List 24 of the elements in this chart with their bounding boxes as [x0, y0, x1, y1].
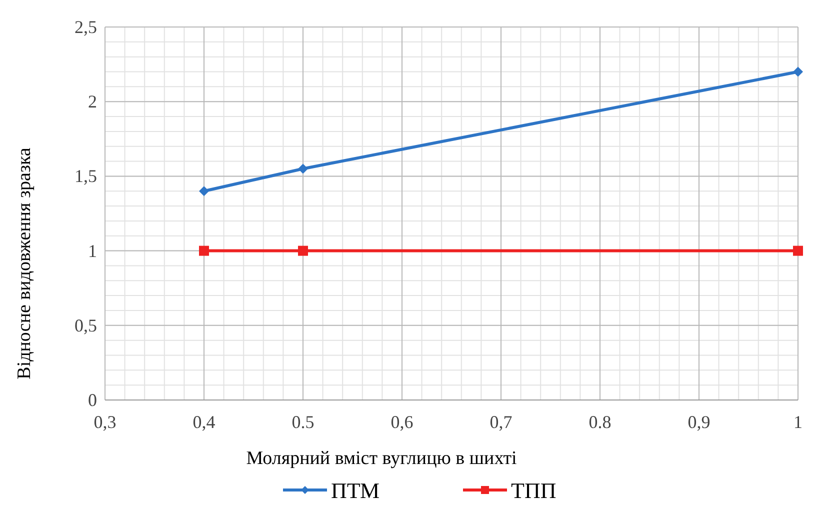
- point: [793, 66, 803, 77]
- x-tick-label: 0,7: [490, 412, 512, 432]
- y-tick-label: 0: [88, 390, 97, 410]
- y-tick-label: 2,5: [74, 17, 97, 37]
- y-tick-label: 0,5: [74, 315, 97, 336]
- x-tick-label: 1: [794, 412, 802, 432]
- point: [298, 246, 308, 256]
- y-tick-label: 1: [88, 240, 97, 261]
- point: [793, 246, 803, 256]
- point: [199, 186, 209, 196]
- x-tick-label: 0.8: [588, 412, 612, 432]
- legend-label: ТПП: [511, 478, 556, 503]
- y-tick-label: 1,5: [74, 166, 97, 186]
- legend-label: ПТМ: [331, 478, 380, 503]
- y-tick-label: 2: [88, 92, 97, 112]
- point: [199, 246, 209, 256]
- x-axis-title: Молярний вміст вуглицю в шихті: [246, 448, 517, 469]
- x-tick-label: 0,9: [688, 412, 710, 432]
- x-tick-label: 0,6: [390, 412, 414, 432]
- y-axis-title: Відносне видовження зразка: [14, 147, 35, 380]
- point: [298, 164, 308, 174]
- x-tick-label: 0,3: [94, 412, 116, 432]
- x-tick-label: 0.5: [292, 412, 314, 432]
- x-tick-label: 0,4: [192, 412, 216, 432]
